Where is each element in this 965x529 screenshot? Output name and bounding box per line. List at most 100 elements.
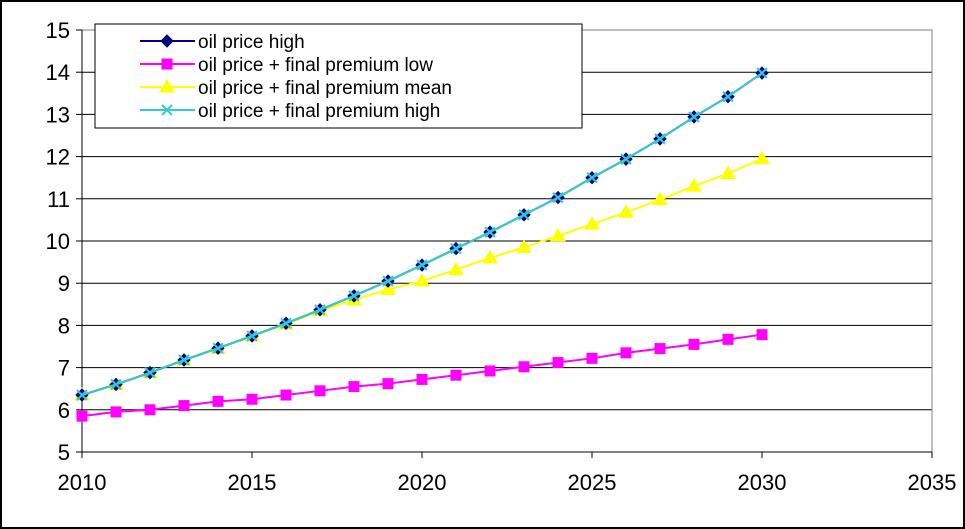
data-point bbox=[518, 361, 530, 373]
x-marker-stroke bbox=[620, 153, 632, 165]
y-tick-label: 10 bbox=[46, 229, 70, 254]
data-point bbox=[178, 400, 190, 412]
data-point bbox=[246, 393, 258, 405]
data-point bbox=[484, 365, 496, 377]
x-marker-stroke bbox=[76, 389, 88, 401]
data-point bbox=[212, 395, 224, 407]
data-point bbox=[110, 406, 122, 418]
axes: 5 6 7 8 9 10 11 12 13 14 15 2010 2015 2020 2025 2030 203… bbox=[46, 18, 957, 495]
data-point bbox=[380, 281, 396, 296]
x-marker-stroke bbox=[722, 90, 734, 103]
x-marker-stroke bbox=[382, 275, 394, 287]
x-marker-stroke bbox=[552, 191, 564, 204]
x-marker-stroke bbox=[246, 330, 258, 342]
data-point bbox=[448, 261, 464, 276]
x-marker-stroke bbox=[586, 171, 598, 184]
series-3 bbox=[76, 67, 768, 401]
data-point bbox=[212, 342, 224, 354]
x-marker-stroke bbox=[416, 259, 428, 271]
data-point bbox=[314, 385, 326, 397]
data-point bbox=[76, 389, 88, 401]
data-point bbox=[552, 357, 564, 369]
legend-label: oil price + final premium low bbox=[198, 55, 433, 76]
legend-marker bbox=[161, 58, 173, 70]
data-point bbox=[722, 333, 734, 345]
data-point bbox=[416, 373, 428, 385]
data-point bbox=[450, 369, 462, 381]
data-point bbox=[144, 366, 156, 379]
y-tick-label: 12 bbox=[46, 145, 70, 170]
data-point bbox=[516, 239, 532, 253]
data-point bbox=[620, 153, 632, 165]
data-point bbox=[654, 343, 666, 355]
x-marker-stroke bbox=[314, 304, 326, 316]
data-point bbox=[414, 273, 430, 287]
data-point bbox=[246, 330, 258, 342]
data-point bbox=[756, 67, 768, 79]
data-point bbox=[178, 354, 190, 366]
y-tick-label: 8 bbox=[58, 313, 70, 338]
data-point bbox=[280, 317, 292, 329]
x-marker-stroke bbox=[110, 378, 122, 391]
data-point bbox=[280, 389, 292, 401]
x-marker-stroke bbox=[212, 342, 224, 354]
data-point bbox=[618, 204, 634, 218]
series-layer bbox=[74, 66, 770, 422]
x-marker-stroke bbox=[688, 111, 700, 123]
x-marker-stroke bbox=[518, 209, 530, 221]
data-point bbox=[144, 404, 156, 416]
x-tick-label: 2010 bbox=[58, 470, 107, 495]
x-marker-stroke bbox=[280, 317, 292, 329]
x-tick-label: 2025 bbox=[568, 470, 617, 495]
data-point bbox=[756, 329, 768, 341]
y-tick-label: 6 bbox=[58, 398, 70, 423]
data-point bbox=[110, 378, 122, 391]
data-point bbox=[586, 352, 598, 364]
x-tick-label: 2030 bbox=[738, 470, 787, 495]
y-tick-label: 5 bbox=[58, 440, 70, 465]
series-1 bbox=[76, 329, 768, 422]
data-point bbox=[382, 378, 394, 390]
data-point bbox=[620, 347, 632, 359]
x-marker-stroke bbox=[178, 354, 190, 366]
x-marker-stroke bbox=[654, 133, 666, 145]
legend-marker bbox=[161, 104, 173, 116]
y-tick-label: 15 bbox=[46, 18, 70, 43]
data-point bbox=[688, 111, 700, 123]
data-point bbox=[722, 90, 734, 103]
data-point bbox=[754, 150, 770, 165]
x-marker-stroke bbox=[144, 366, 156, 379]
data-point bbox=[76, 410, 88, 422]
data-point bbox=[518, 209, 530, 221]
data-point bbox=[382, 275, 394, 287]
x-tick-label: 2020 bbox=[398, 470, 447, 495]
data-point bbox=[652, 191, 668, 206]
data-point bbox=[720, 165, 736, 179]
data-point bbox=[686, 178, 702, 192]
y-tick-label: 7 bbox=[58, 356, 70, 381]
y-tick-label: 9 bbox=[58, 271, 70, 296]
data-point bbox=[416, 259, 428, 271]
legend-item: oil price high bbox=[140, 32, 305, 53]
data-point bbox=[484, 226, 496, 238]
data-point bbox=[348, 290, 360, 302]
y-tick-label: 14 bbox=[46, 60, 70, 85]
data-point bbox=[348, 381, 360, 393]
legend-marker bbox=[160, 34, 174, 48]
data-point bbox=[584, 216, 600, 230]
x-tick-label: 2015 bbox=[228, 470, 277, 495]
data-point bbox=[654, 133, 666, 145]
data-point bbox=[450, 242, 462, 255]
x-marker-stroke bbox=[450, 242, 462, 255]
data-point bbox=[314, 304, 326, 316]
legend-item: oil price + final premium low bbox=[140, 55, 433, 76]
legend-label: oil price + final premium mean bbox=[198, 78, 452, 99]
data-point bbox=[482, 249, 498, 264]
x-tick-label: 2035 bbox=[908, 470, 957, 495]
legend-item: oil price + final premium high bbox=[140, 101, 440, 122]
data-point bbox=[550, 227, 566, 242]
y-tick-label: 13 bbox=[46, 102, 70, 127]
x-marker-stroke bbox=[756, 67, 768, 79]
